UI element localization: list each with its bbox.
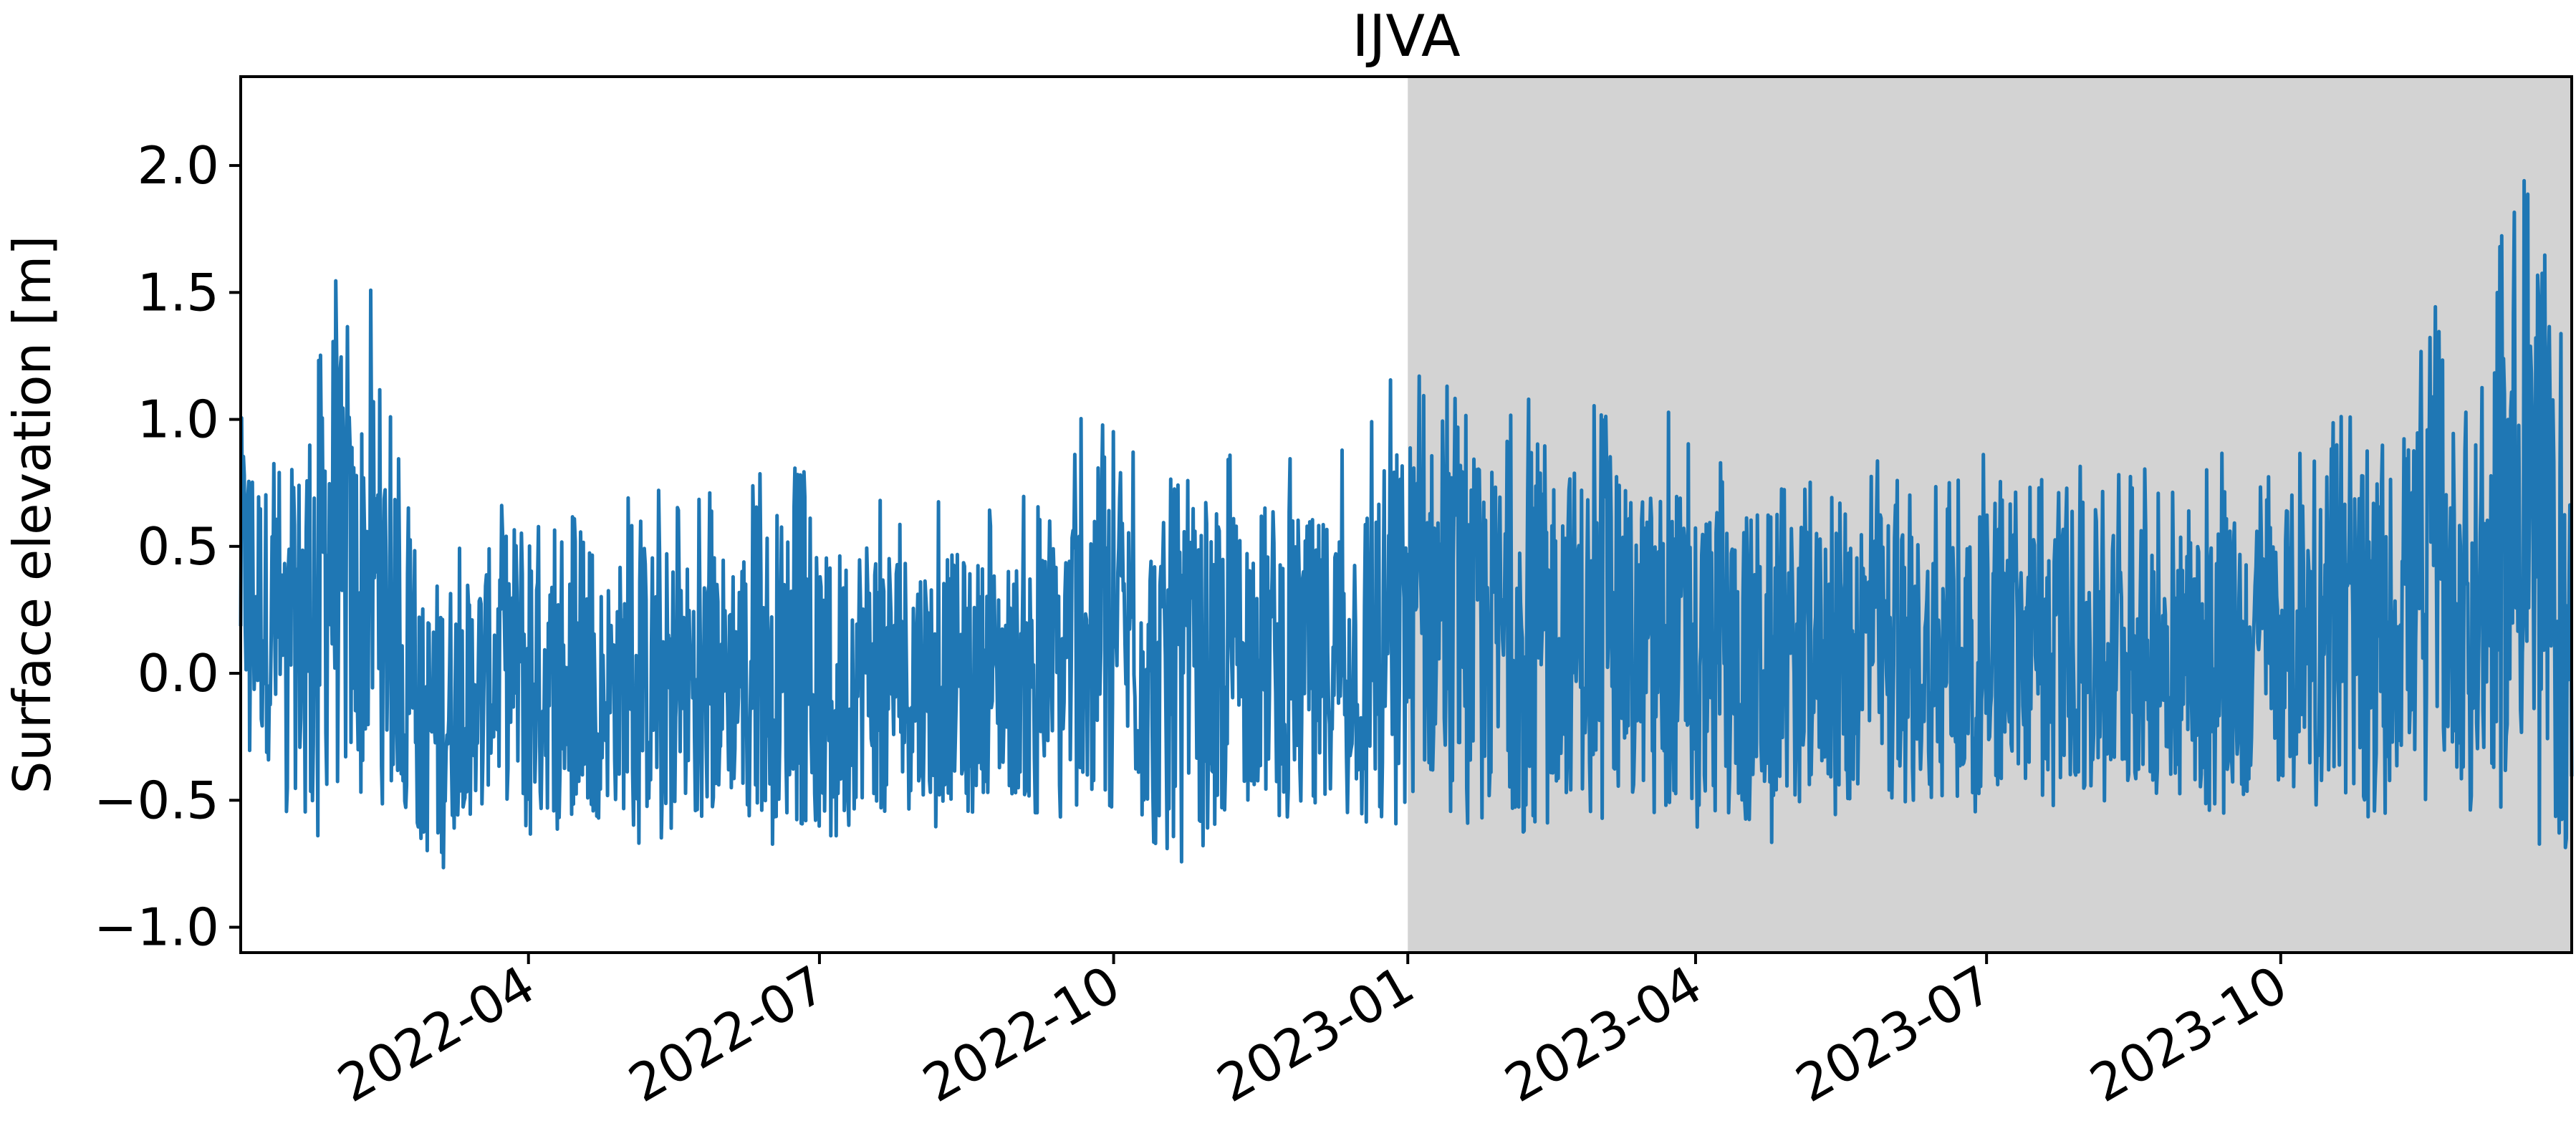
y-axis: −1.0 −0.5 0.0 0.5 1.0 1.5 2.0 xyxy=(94,135,241,958)
y-tick-label: −0.5 xyxy=(94,770,219,830)
chart-title: IJVA xyxy=(1352,3,1461,69)
y-tick-label: −1.0 xyxy=(94,897,219,958)
y-tick-label: 0.5 xyxy=(137,516,219,577)
y-tick-label: 1.0 xyxy=(137,390,219,450)
series-line xyxy=(239,178,2574,870)
y-tick-label: 0.0 xyxy=(137,643,219,703)
plot-frame xyxy=(239,75,2573,954)
y-tick-label: 1.5 xyxy=(137,262,219,322)
y-tick-label: 2.0 xyxy=(137,135,219,196)
series-layer xyxy=(239,178,2574,870)
y-axis-label: Surface elevation [m] xyxy=(2,236,62,794)
